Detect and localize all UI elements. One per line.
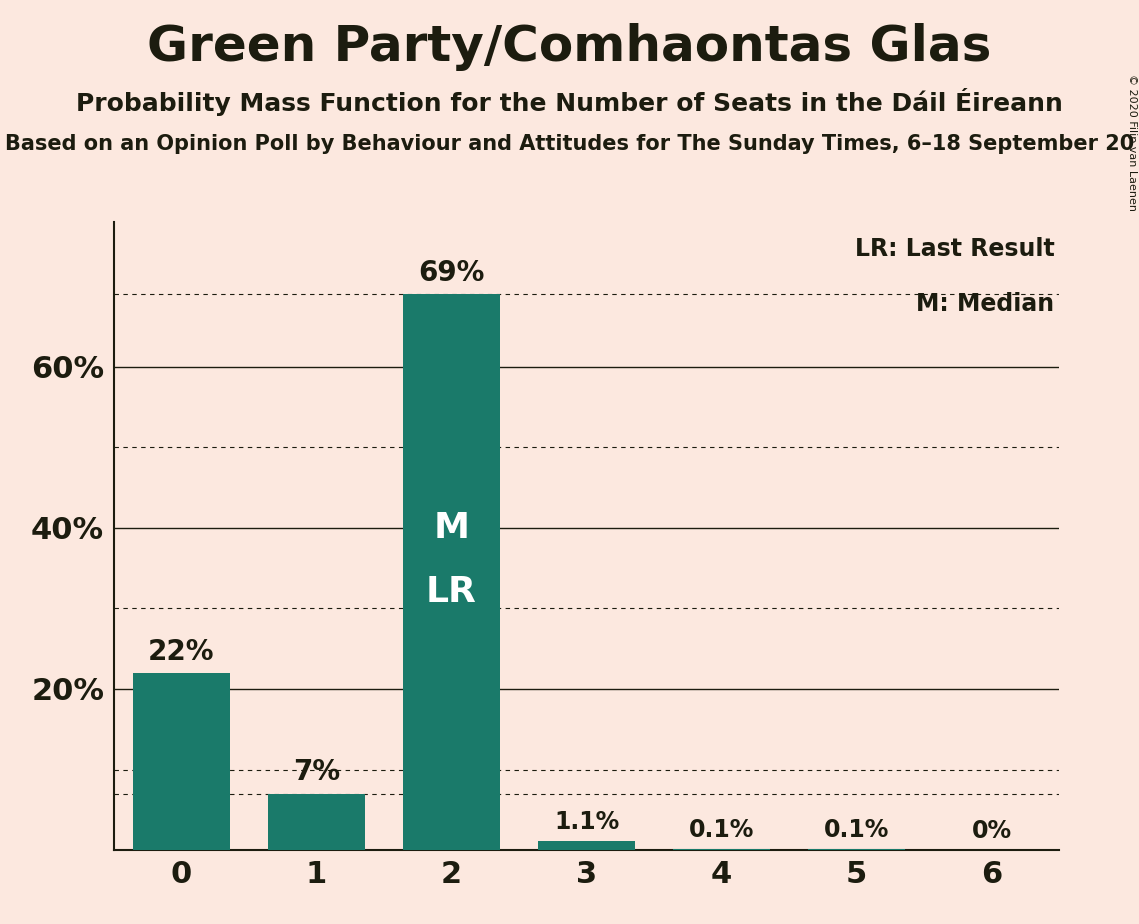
Text: 0%: 0%	[972, 819, 1011, 843]
Text: Green Party/Comhaontas Glas: Green Party/Comhaontas Glas	[147, 23, 992, 71]
Text: LR: Last Result: LR: Last Result	[854, 237, 1055, 261]
Bar	[403, 294, 500, 850]
Text: Based on an Opinion Poll by Behaviour and Attitudes for The Sunday Times, 6–18 S: Based on an Opinion Poll by Behaviour an…	[5, 134, 1134, 154]
Text: 69%: 69%	[418, 259, 485, 287]
Text: Probability Mass Function for the Number of Seats in the Dáil Éireann: Probability Mass Function for the Number…	[76, 88, 1063, 116]
Text: 1.1%: 1.1%	[554, 810, 620, 834]
Text: 7%: 7%	[293, 759, 341, 786]
Text: 0.1%: 0.1%	[689, 818, 754, 842]
Bar	[538, 841, 636, 850]
Text: © 2020 Filip van Laenen: © 2020 Filip van Laenen	[1126, 74, 1137, 211]
Text: M: M	[434, 511, 469, 545]
Text: 22%: 22%	[148, 638, 214, 665]
Text: 0.1%: 0.1%	[823, 818, 890, 842]
Bar	[133, 673, 230, 850]
Text: LR: LR	[426, 576, 477, 609]
Bar	[268, 794, 366, 850]
Text: M: Median: M: Median	[917, 293, 1055, 317]
